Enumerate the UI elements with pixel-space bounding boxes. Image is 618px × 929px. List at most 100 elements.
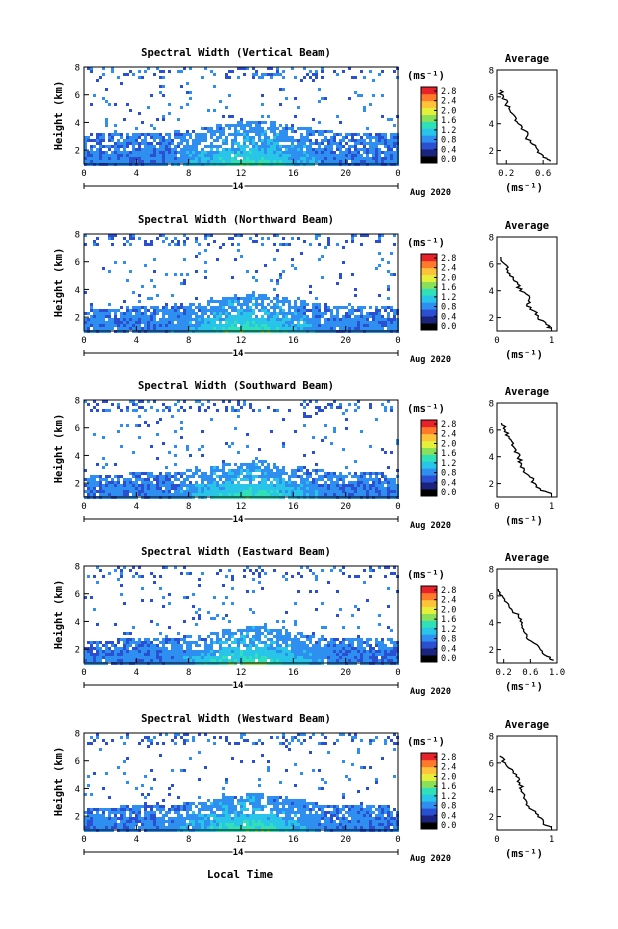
heatmap-cell bbox=[303, 412, 306, 415]
heatmap-cell bbox=[339, 478, 342, 481]
heatmap-cell bbox=[324, 148, 327, 151]
heatmap-cell bbox=[132, 306, 135, 309]
heatmap-cell bbox=[234, 309, 237, 312]
heatmap-cell bbox=[90, 306, 93, 309]
heatmap-cell bbox=[318, 234, 321, 237]
heatmap-cell bbox=[147, 327, 150, 330]
heatmap-cell bbox=[222, 327, 225, 330]
heatmap-cell bbox=[231, 493, 234, 496]
heatmap-cell bbox=[252, 466, 255, 469]
heatmap-cell bbox=[342, 475, 345, 478]
heatmap-cell bbox=[144, 136, 147, 139]
x-tick-label: 16 bbox=[288, 502, 299, 512]
heatmap-cell bbox=[240, 121, 243, 124]
heatmap-cell bbox=[159, 157, 162, 160]
heatmap-cell bbox=[153, 659, 156, 662]
heatmap-cell bbox=[222, 466, 225, 469]
heatmap-cell bbox=[198, 318, 201, 321]
heatmap-cell bbox=[393, 566, 396, 569]
heatmap-cell bbox=[261, 76, 264, 79]
heatmap-cell bbox=[213, 312, 216, 315]
heatmap-cell bbox=[297, 656, 300, 659]
heatmap-cell bbox=[108, 270, 111, 273]
heatmap-cell bbox=[195, 270, 198, 273]
heatmap-cell bbox=[393, 145, 396, 148]
heatmap-cell bbox=[303, 415, 306, 418]
heatmap-cell bbox=[264, 475, 267, 478]
heatmap-cell bbox=[294, 620, 297, 623]
heatmap-cell bbox=[267, 151, 270, 154]
heatmap-cell bbox=[312, 487, 315, 490]
heatmap-cell bbox=[201, 309, 204, 312]
heatmap-cell bbox=[171, 653, 174, 656]
heatmap-cell bbox=[270, 121, 273, 124]
colorbar-band bbox=[421, 274, 437, 282]
heatmap-cell bbox=[171, 160, 174, 163]
heatmap-cell bbox=[276, 318, 279, 321]
heatmap-cell bbox=[333, 656, 336, 659]
heatmap-cell bbox=[327, 306, 330, 309]
heatmap-cell bbox=[105, 154, 108, 157]
heatmap-cell bbox=[144, 139, 147, 142]
heatmap-cell bbox=[219, 127, 222, 130]
heatmap-cell bbox=[126, 826, 129, 829]
heatmap-cell bbox=[303, 650, 306, 653]
heatmap-cell bbox=[333, 327, 336, 330]
heatmap-cell bbox=[132, 234, 135, 237]
heatmap-cell bbox=[381, 306, 384, 309]
heatmap-cell bbox=[282, 309, 285, 312]
panel-2: Spectral Width (Northward Beam)2468Heigh… bbox=[53, 214, 558, 365]
heatmap-cell bbox=[180, 427, 183, 430]
heatmap-cell bbox=[378, 160, 381, 163]
heatmap-cell bbox=[168, 626, 171, 629]
heatmap-cell bbox=[393, 124, 396, 127]
heatmap-cell bbox=[273, 303, 276, 306]
heatmap-cell bbox=[261, 647, 264, 650]
heatmap-cell bbox=[291, 641, 294, 644]
heatmap-cell bbox=[231, 306, 234, 309]
heatmap-cell bbox=[312, 315, 315, 318]
heatmap-cell bbox=[216, 635, 219, 638]
heatmap-cell bbox=[246, 433, 249, 436]
heatmap-cell bbox=[330, 321, 333, 324]
heatmap-cell bbox=[234, 427, 237, 430]
heatmap-cell bbox=[288, 321, 291, 324]
heatmap-cell bbox=[309, 493, 312, 496]
heatmap-cell bbox=[174, 430, 177, 433]
heatmap-cell bbox=[123, 481, 126, 484]
heatmap-cell bbox=[102, 321, 105, 324]
colorbar-band bbox=[421, 121, 437, 129]
heatmap-cell bbox=[114, 817, 117, 820]
heatmap-cell bbox=[162, 154, 165, 157]
heatmap-cell bbox=[177, 400, 180, 403]
heatmap-cell bbox=[282, 312, 285, 315]
heatmap-cell bbox=[390, 451, 393, 454]
heatmap-cell bbox=[135, 312, 138, 315]
heatmap-cell bbox=[225, 160, 228, 163]
heatmap-cell bbox=[93, 641, 96, 644]
heatmap-cell bbox=[204, 154, 207, 157]
heatmap-cell bbox=[384, 493, 387, 496]
heatmap-cell bbox=[276, 303, 279, 306]
heatmap-cell bbox=[147, 490, 150, 493]
avg-y-tick-label: 4 bbox=[489, 619, 494, 629]
heatmap-cell bbox=[168, 309, 171, 312]
heatmap-cell bbox=[291, 487, 294, 490]
heatmap-cell bbox=[285, 659, 288, 662]
heatmap-cell bbox=[249, 121, 252, 124]
heatmap-cell bbox=[252, 312, 255, 315]
heatmap-cell bbox=[330, 318, 333, 321]
heatmap-cell bbox=[264, 142, 267, 145]
heatmap-cell bbox=[147, 656, 150, 659]
heatmap-cell bbox=[309, 151, 312, 154]
heatmap-cell bbox=[108, 826, 111, 829]
heatmap-cell bbox=[327, 490, 330, 493]
heatmap-cell bbox=[210, 234, 213, 237]
heatmap-cell bbox=[366, 650, 369, 653]
heatmap-cell bbox=[375, 327, 378, 330]
heatmap-cell bbox=[273, 569, 276, 572]
heatmap-cell bbox=[150, 445, 153, 448]
heatmap-cell bbox=[309, 139, 312, 142]
heatmap-cell bbox=[117, 318, 120, 321]
heatmap-cell bbox=[225, 475, 228, 478]
